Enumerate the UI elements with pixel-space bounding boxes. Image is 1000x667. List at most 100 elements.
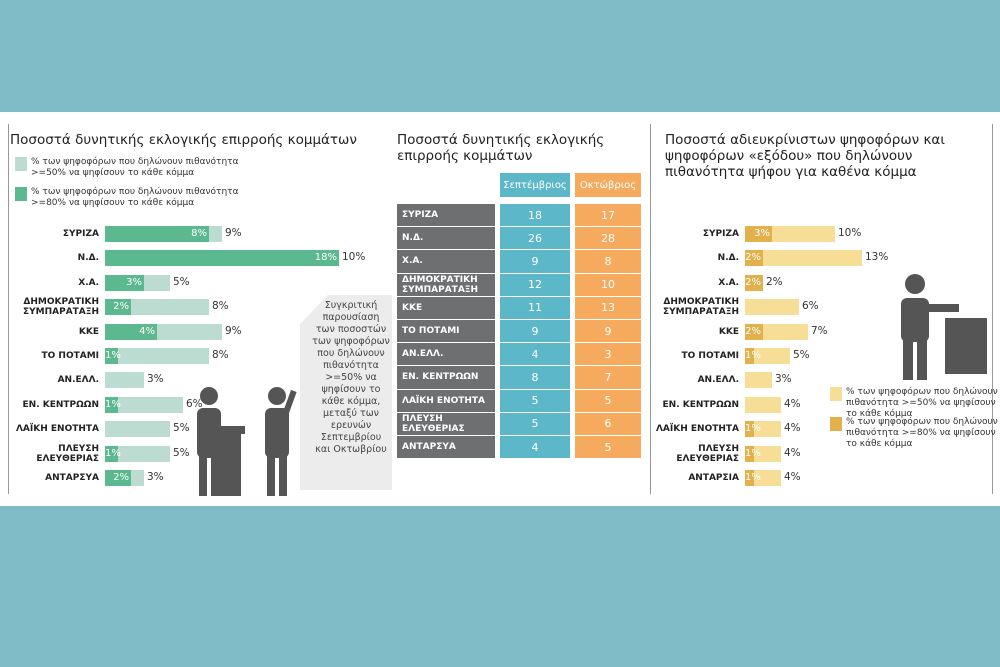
annotation: Συγκριτική παρουσίαση των ποσοστών των ψ…: [312, 300, 390, 455]
value-label: 5%: [173, 275, 190, 288]
table-cell: 6: [575, 412, 641, 435]
table-cell: 5: [575, 389, 641, 412]
bar: [745, 348, 790, 364]
table-cell: Χ.Α.: [397, 250, 495, 273]
legend-label: % των ψηφοφόρων που δηλώνουν πιθανότητα …: [846, 417, 998, 449]
value-label: 2%: [745, 252, 761, 264]
table-header: Οκτώβριος: [575, 173, 641, 197]
table-cell: ΚΚΕ: [397, 296, 495, 319]
value-label: 1%: [105, 398, 121, 410]
value-label: 10%: [838, 227, 862, 239]
table-cell: Ν.Δ.: [397, 227, 495, 250]
value-label: 2%: [113, 472, 129, 483]
table-cell: 5: [500, 389, 570, 412]
bar: [745, 250, 862, 267]
table-cell: 28: [575, 227, 641, 250]
value-label: 10%: [342, 251, 366, 264]
category-label: ΔΗΜΟΚΡΑΤΙΚΗ ΣΥΜΠΑΡΑΤΑΞΗ: [662, 297, 739, 318]
category-label: Ν.Δ.: [77, 253, 99, 264]
value-label: 1%: [745, 448, 761, 459]
bar: [745, 348, 754, 364]
value-label: 3%: [147, 373, 164, 386]
legend-swatch: [830, 387, 842, 401]
category-label: ΑΝ.ΕΛΛ.: [697, 375, 739, 386]
bar: [105, 299, 131, 316]
bar: [745, 274, 763, 291]
legend-label: % των ψηφοφόρων που δηλώνουν πιθανότητα …: [846, 387, 998, 419]
bar: [105, 299, 209, 316]
value-label: 13%: [865, 251, 889, 264]
bar: [745, 299, 799, 316]
table-cell: 17: [575, 204, 641, 227]
value-label: 3%: [775, 373, 792, 386]
table-cell: 8: [575, 250, 641, 273]
value-label: 5%: [793, 349, 810, 361]
value-label: 3%: [754, 228, 770, 239]
legend-label: % των ψηφοφόρων που δηλώνουν πιθανότητα …: [31, 187, 239, 208]
table-cell: ΑΝ.ΕΛΛ.: [397, 343, 495, 366]
legend-swatch: [15, 187, 27, 201]
value-label: 5%: [173, 422, 190, 435]
table-cell: ΠΛΕΥΣΗ ΕΛΕΥΘΕΡΙΑΣ: [397, 412, 495, 435]
bar: [105, 274, 144, 291]
category-label: ΚΚΕ: [718, 326, 739, 337]
separator: [8, 124, 9, 494]
category-label: ΛΑΪΚΗ ΕΝΟΤΗΤΑ: [15, 424, 99, 435]
bar: [105, 226, 209, 242]
value-label: 4%: [784, 422, 801, 435]
table-cell: 9: [500, 320, 570, 343]
bar: [105, 348, 118, 364]
table-header: Σεπτέμβριος: [500, 173, 570, 197]
category-label: ΑΝΤΑΡΣΥΑ: [45, 473, 99, 483]
value-label: 3%: [126, 276, 142, 288]
table-cell: ΕΝ. ΚΕΝΤΡΩΩΝ: [397, 366, 495, 389]
table-cell: ΣΥΡΙΖΑ: [397, 204, 495, 227]
value-label: 1%: [105, 350, 121, 361]
value-label: 9%: [225, 227, 242, 239]
table-cell: 3: [575, 343, 641, 366]
table-cell: ΤΟ ΠΟΤΑΜΙ: [397, 320, 495, 343]
value-label: 4%: [139, 325, 155, 337]
bar: [105, 421, 170, 438]
value-label: 2%: [745, 276, 761, 288]
table-cell: 7: [575, 366, 641, 389]
category-label: Ν.Δ.: [717, 253, 739, 264]
table-cell: 10: [575, 273, 641, 296]
category-label: ΕΝ. ΚΕΝΤΡΩΩΝ: [662, 399, 739, 410]
table-cell: 4: [500, 436, 570, 459]
bar: [105, 348, 209, 364]
table-cell: 9: [575, 320, 641, 343]
category-label: Χ.Α.: [718, 277, 739, 288]
value-label: 1%: [745, 350, 761, 361]
bar: [105, 372, 144, 389]
table-cell: 18: [500, 204, 570, 227]
legend-swatch: [830, 417, 842, 431]
value-label: 1%: [745, 423, 761, 434]
value-label: 8%: [191, 228, 207, 239]
legend-swatch: [15, 157, 27, 171]
category-label: ΚΚΕ: [78, 326, 99, 337]
table-cell: 4: [500, 343, 570, 366]
category-label: ΤΟ ΠΟΤΑΜΙ: [681, 351, 739, 361]
speaker-icon: [197, 387, 297, 496]
value-label: 3%: [147, 471, 164, 483]
legend-label: % των ψηφοφόρων που δηλώνουν πιθανότητα …: [31, 157, 239, 178]
bar: [745, 421, 781, 438]
category-label: ΑΝΤΑΡΣΙΑ: [688, 473, 739, 483]
bar: [745, 396, 781, 413]
bar: [105, 470, 131, 486]
bar: [105, 396, 183, 413]
table-cell: 8: [500, 366, 570, 389]
category-label: ΔΗΜΟΚΡΑΤΙΚΗ ΣΥΜΠΑΡΑΤΑΞΗ: [22, 297, 99, 318]
table-cell: ΔΗΜΟΚΡΑΤΙΚΗ ΣΥΜΠΑΡΑΤΑΞΗ: [397, 273, 495, 296]
category-label: ΤΟ ΠΟΤΑΜΙ: [41, 351, 99, 361]
bar: [105, 396, 118, 413]
value-label: 5%: [173, 446, 190, 459]
table-cell: 12: [500, 273, 570, 296]
table-cell: 26: [500, 227, 570, 250]
separator: [992, 124, 993, 494]
separator: [650, 124, 651, 494]
bar: [745, 372, 772, 389]
bar: [745, 226, 772, 242]
